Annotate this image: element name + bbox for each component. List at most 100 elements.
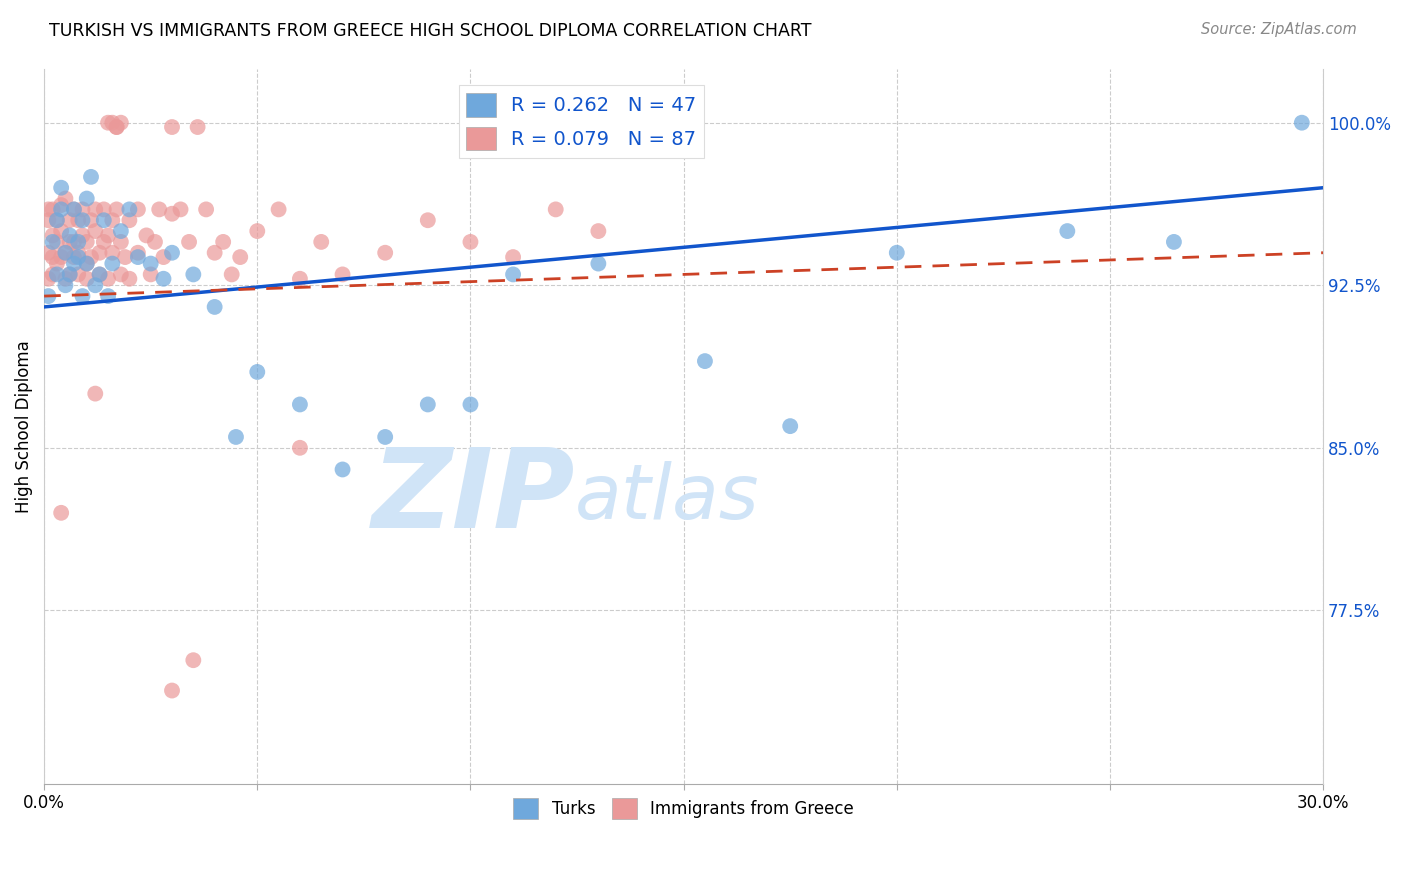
Point [110,268,132,282]
Point [80,169,103,184]
Point [204,245,226,260]
Legend: Turks, Immigrants from Greece: Turks, Immigrants from Greece [506,792,860,825]
Point [89,268,111,282]
Point [45,213,67,227]
Point [84,278,107,293]
Point [187,120,209,134]
Point [416,397,439,411]
Point [84,386,107,401]
Point [886,245,908,260]
Point [160,207,183,221]
Point [89,245,111,260]
Point [127,202,149,217]
Point [72,213,94,227]
Point [84,224,107,238]
Point [37,202,59,217]
Point [374,430,396,444]
Point [416,213,439,227]
Point [45,268,67,282]
Point [55,245,77,260]
Point [93,202,115,217]
Point [37,245,59,260]
Point [101,256,124,270]
Point [41,235,63,249]
Point [118,213,141,227]
Point [267,202,290,217]
Point [89,268,111,282]
Point [63,235,86,249]
Point [148,202,170,217]
Point [1163,235,1185,249]
Point [221,268,243,282]
Point [225,430,247,444]
Point [204,300,226,314]
Point [544,202,567,217]
Point [460,235,482,249]
Point [45,235,67,249]
Point [374,245,396,260]
Point [288,271,311,285]
Point [76,256,98,270]
Point [76,235,98,249]
Point [152,250,174,264]
Point [110,116,132,130]
Point [110,224,132,238]
Point [183,653,205,667]
Point [97,289,120,303]
Point [460,397,482,411]
Point [160,683,183,698]
Point [97,116,120,130]
Point [105,202,128,217]
Point [246,365,269,379]
Y-axis label: High School Diploma: High School Diploma [15,340,32,513]
Point [67,250,90,264]
Point [332,268,354,282]
Point [195,202,218,217]
Point [76,271,98,285]
Point [309,235,332,249]
Point [51,198,73,212]
Point [59,235,82,249]
Point [114,250,136,264]
Point [105,120,128,134]
Point [588,256,610,270]
Point [118,271,141,285]
Point [67,245,90,260]
Point [779,419,801,434]
Point [160,245,183,260]
Point [41,250,63,264]
Point [41,228,63,243]
Point [118,202,141,217]
Point [1056,224,1078,238]
Text: Source: ZipAtlas.com: Source: ZipAtlas.com [1201,22,1357,37]
Point [72,202,94,217]
Point [37,213,59,227]
Point [143,235,166,249]
Point [110,235,132,249]
Point [55,278,77,293]
Point [135,228,157,243]
Point [80,213,103,227]
Point [55,271,77,285]
Point [101,116,124,130]
Point [51,202,73,217]
Point [101,213,124,227]
Point [37,289,59,303]
Point [183,268,205,282]
Point [76,192,98,206]
Point [502,268,524,282]
Point [246,224,269,238]
Point [51,250,73,264]
Point [67,213,90,227]
Point [152,271,174,285]
Point [45,213,67,227]
Point [502,250,524,264]
Point [63,250,86,264]
Point [127,250,149,264]
Point [41,268,63,282]
Point [45,256,67,270]
Point [332,462,354,476]
Point [63,202,86,217]
Point [59,268,82,282]
Point [139,256,162,270]
